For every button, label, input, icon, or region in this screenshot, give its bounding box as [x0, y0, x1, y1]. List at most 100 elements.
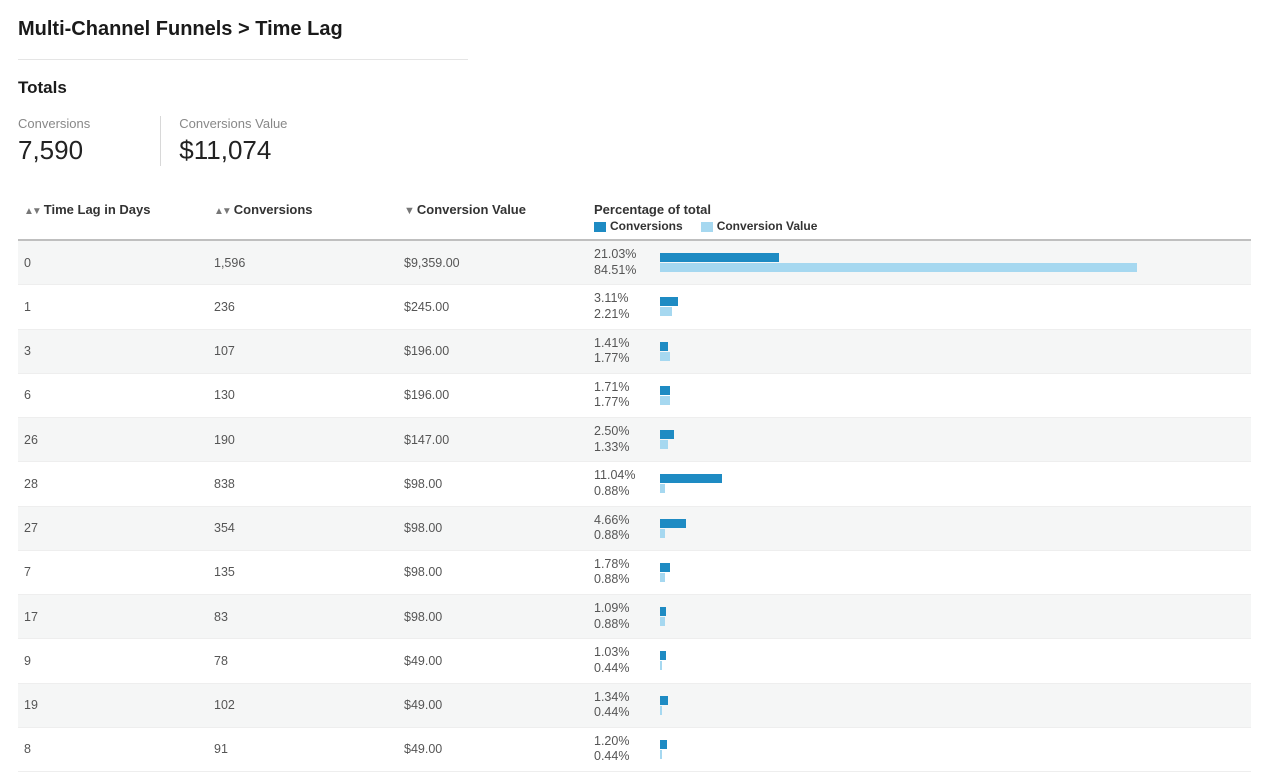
bar-conversion-value	[660, 573, 1225, 582]
cell-conversion-value: $245.00	[398, 285, 588, 329]
cell-pct-bars	[654, 240, 1251, 285]
cell-conversions: 135	[208, 550, 398, 594]
bar-conversions	[660, 607, 1225, 616]
bar-conversions	[660, 342, 1225, 351]
bar-conversions	[660, 386, 1225, 395]
cell-time-lag: 8	[18, 727, 208, 771]
pct-value-label: 0.44%	[594, 749, 648, 765]
cell-pct-labels: 1.41%1.77%	[588, 329, 654, 373]
cell-pct-bars	[654, 595, 1251, 639]
pct-value-label: 0.44%	[594, 705, 648, 721]
bar-conversion-value	[660, 706, 1225, 715]
cell-pct-bars	[654, 639, 1251, 683]
time-lag-table: ▲▼Time Lag in Days ▲▼Conversions ▼Conver…	[18, 194, 1251, 772]
cell-pct-bars	[654, 418, 1251, 462]
cell-pct-labels: 3.11%2.21%	[588, 285, 654, 329]
col-header-percentage-label: Percentage of total	[594, 202, 1245, 217]
col-header-percentage: Percentage of total Conversions Conversi…	[588, 194, 1251, 240]
pct-value-label: 0.44%	[594, 661, 648, 677]
table-row: 7135$98.00 1.78%0.88%	[18, 550, 1251, 594]
totals-value-value: $11,074	[179, 135, 287, 166]
pct-value-label: 0.88%	[594, 484, 648, 500]
cell-pct-labels: 2.50%1.33%	[588, 418, 654, 462]
bar-conversions	[660, 474, 1225, 483]
pct-value-label: 0.88%	[594, 528, 648, 544]
pct-conversions-label: 21.03%	[594, 247, 648, 263]
col-header-conversion-value[interactable]: ▼Conversion Value	[398, 194, 588, 240]
cell-conversion-value: $49.00	[398, 639, 588, 683]
totals-conversions-label: Conversions	[18, 116, 90, 131]
table-row: 26190$147.002.50%1.33%	[18, 418, 1251, 462]
cell-time-lag: 9	[18, 639, 208, 683]
legend-conversion-value: Conversion Value	[701, 219, 818, 233]
cell-conversions: 354	[208, 506, 398, 550]
cell-pct-labels: 1.03%0.44%	[588, 639, 654, 683]
cell-pct-bars	[654, 506, 1251, 550]
cell-time-lag: 17	[18, 595, 208, 639]
totals-panel: Conversions 7,590 Conversions Value $11,…	[18, 116, 1251, 166]
bar-conversion-value	[660, 484, 1225, 493]
cell-conversion-value: $196.00	[398, 329, 588, 373]
bar-conversions	[660, 297, 1225, 306]
cell-pct-bars	[654, 550, 1251, 594]
pct-conversions-label: 4.66%	[594, 513, 648, 529]
cell-pct-bars	[654, 329, 1251, 373]
table-body: 01,596$9,359.0021.03%84.51%1236$245.003.…	[18, 240, 1251, 772]
pct-conversions-label: 1.78%	[594, 557, 648, 573]
sort-both-icon: ▲▼	[24, 206, 40, 217]
col-header-conversions[interactable]: ▲▼Conversions	[208, 194, 398, 240]
col-header-conversions-label: Conversions	[234, 202, 313, 217]
cell-conversion-value: $98.00	[398, 462, 588, 506]
pct-conversions-label: 1.20%	[594, 734, 648, 750]
pct-conversions-label: 1.34%	[594, 690, 648, 706]
legend-swatch-value	[701, 222, 713, 232]
cell-time-lag: 28	[18, 462, 208, 506]
bar-conversion-value	[660, 263, 1225, 272]
table-row: 978$49.001.03%0.44%	[18, 639, 1251, 683]
pct-conversions-label: 1.41%	[594, 336, 648, 352]
bar-conversions	[660, 651, 1225, 660]
bar-conversion-value	[660, 307, 1225, 316]
table-row: 3107$196.001.41%1.77%	[18, 329, 1251, 373]
table-row: 6130$196.001.71%1.77%	[18, 373, 1251, 417]
table-row: 01,596$9,359.0021.03%84.51%	[18, 240, 1251, 285]
bar-conversion-value	[660, 396, 1225, 405]
cell-conversions: 236	[208, 285, 398, 329]
sort-desc-icon: ▼	[404, 205, 413, 217]
cell-pct-bars	[654, 285, 1251, 329]
cell-conversion-value: $98.00	[398, 595, 588, 639]
totals-heading: Totals	[18, 78, 1251, 98]
col-header-time-lag-label: Time Lag in Days	[44, 202, 151, 217]
legend-conversions-label: Conversions	[610, 219, 683, 233]
bar-conversion-value	[660, 352, 1225, 361]
bar-conversion-value	[660, 750, 1225, 759]
legend-conversion-value-label: Conversion Value	[717, 219, 818, 233]
pct-conversions-label: 2.50%	[594, 424, 648, 440]
bar-conversions	[660, 563, 1225, 572]
pct-value-label: 0.88%	[594, 572, 648, 588]
cell-pct-bars	[654, 373, 1251, 417]
totals-value-label: Conversions Value	[179, 116, 287, 131]
pct-conversions-label: 1.71%	[594, 380, 648, 396]
totals-conversions-value: 7,590	[18, 135, 90, 166]
bar-conversion-value	[660, 661, 1225, 670]
table-row: 891$49.001.20%0.44%	[18, 727, 1251, 771]
legend-swatch-conversions	[594, 222, 606, 232]
cell-conversion-value: $196.00	[398, 373, 588, 417]
pct-conversions-label: 1.03%	[594, 645, 648, 661]
cell-pct-labels: 1.09%0.88%	[588, 595, 654, 639]
pct-value-label: 0.88%	[594, 617, 648, 633]
cell-conversions: 83	[208, 595, 398, 639]
bar-conversion-value	[660, 529, 1225, 538]
pct-value-label: 1.77%	[594, 351, 648, 367]
cell-time-lag: 7	[18, 550, 208, 594]
bar-conversions	[660, 430, 1225, 439]
cell-conversions: 1,596	[208, 240, 398, 285]
col-header-time-lag[interactable]: ▲▼ Time Lag in Days	[18, 194, 208, 240]
cell-conversion-value: $147.00	[398, 418, 588, 462]
bar-conversion-value	[660, 440, 1225, 449]
cell-conversion-value: $98.00	[398, 550, 588, 594]
cell-time-lag: 26	[18, 418, 208, 462]
bar-conversion-value	[660, 617, 1225, 626]
cell-pct-bars	[654, 727, 1251, 771]
